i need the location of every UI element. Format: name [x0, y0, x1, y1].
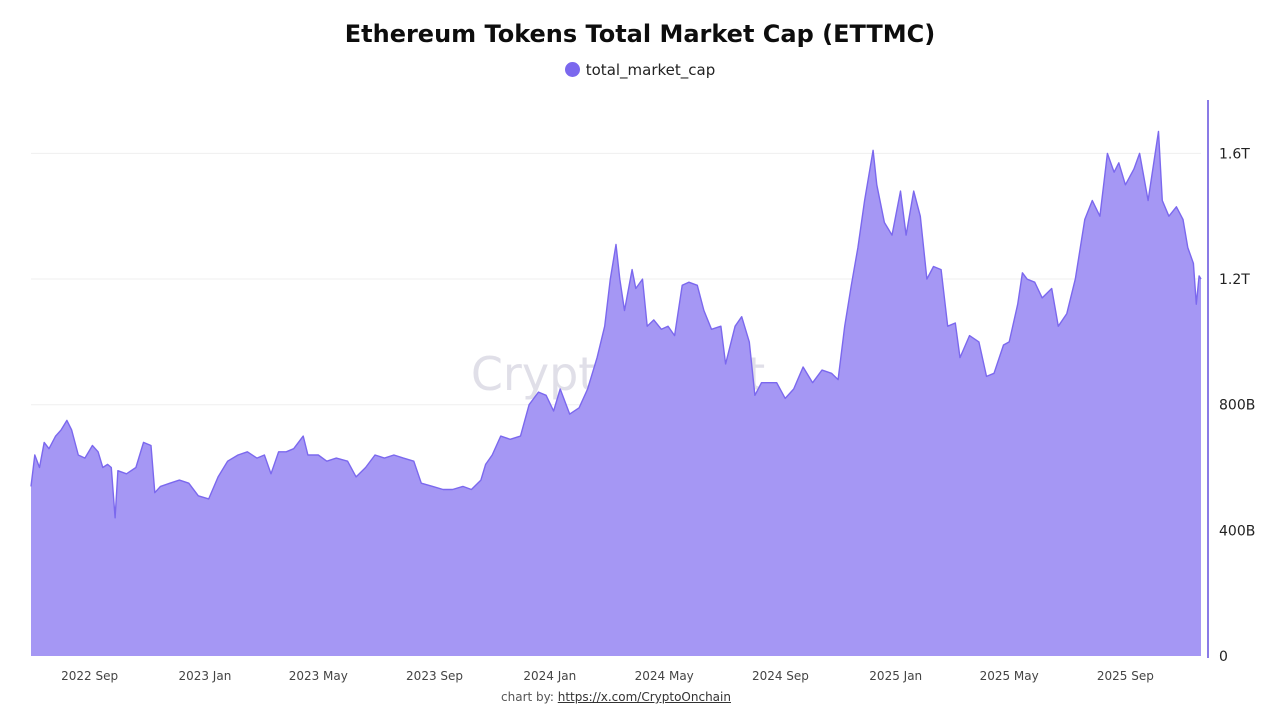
legend-label: total_market_cap — [585, 61, 716, 79]
chart-title: Ethereum Tokens Total Market Cap (ETTMC) — [344, 20, 936, 48]
axes: 0 400B 800B 1.2T 1.6T 2022 Sep 2023 Jan 2023 Ma… — [61, 100, 1255, 683]
x-tick-label: 2022 Sep — [61, 669, 118, 683]
y-tick-label: 800B — [1219, 398, 1255, 414]
x-tick-label: 2025 Sep — [1097, 669, 1154, 683]
series-line — [30, 130, 1202, 519]
legend-marker — [564, 62, 580, 77]
series-area — [31, 131, 1201, 656]
credit-prefix: chart by: — [501, 690, 554, 704]
y-tick-label: 400B — [1219, 523, 1255, 539]
x-tick-label: 2025 Jan — [869, 669, 922, 683]
y-tick-label: 1.2T — [1219, 272, 1250, 288]
credit-link[interactable]: https://x.com/CryptoOnchain — [557, 690, 731, 704]
chart-credit: chart by: https://x.com/CryptoOnchain — [0, 690, 1232, 704]
x-tick-label: 2023 May — [289, 669, 348, 683]
x-tick-label: 2025 May — [980, 669, 1039, 683]
y-tick-label: 0 — [1219, 649, 1228, 665]
y-tick-label: 1.6T — [1219, 146, 1250, 162]
series-layer — [30, 130, 1202, 656]
legend[interactable]: total_market_cap — [0, 61, 1280, 79]
x-tick-label: 2024 Jan — [523, 669, 576, 683]
x-tick-label: 2023 Jan — [178, 669, 231, 683]
x-tick-label: 2023 Sep — [406, 669, 463, 683]
x-tick-label: 2024 May — [635, 669, 694, 683]
x-tick-label: 2024 Sep — [752, 669, 809, 683]
